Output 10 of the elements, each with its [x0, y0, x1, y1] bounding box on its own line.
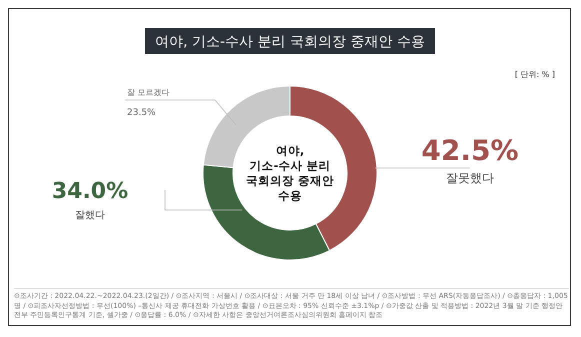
text: [ 단위: % ]	[514, 70, 555, 79]
slice-label: 잘 모르겠다	[127, 88, 170, 97]
data-label: 34.0%	[52, 179, 128, 204]
chart-title: 여야, 기소-수사 분리 국회의장 중재안 수용	[155, 34, 425, 50]
slice-label: 잘했다	[75, 210, 105, 221]
text: 여야, 기소-수사 분리 국회의장 중재안 수용	[246, 144, 334, 202]
title: 여야, 기소-수사 분리 국회의장 중재안 수용	[145, 28, 435, 54]
data-label: 42.5%	[421, 134, 519, 167]
data-label: 23.5%	[127, 108, 156, 118]
slice-label: 잘못했다	[446, 171, 494, 185]
